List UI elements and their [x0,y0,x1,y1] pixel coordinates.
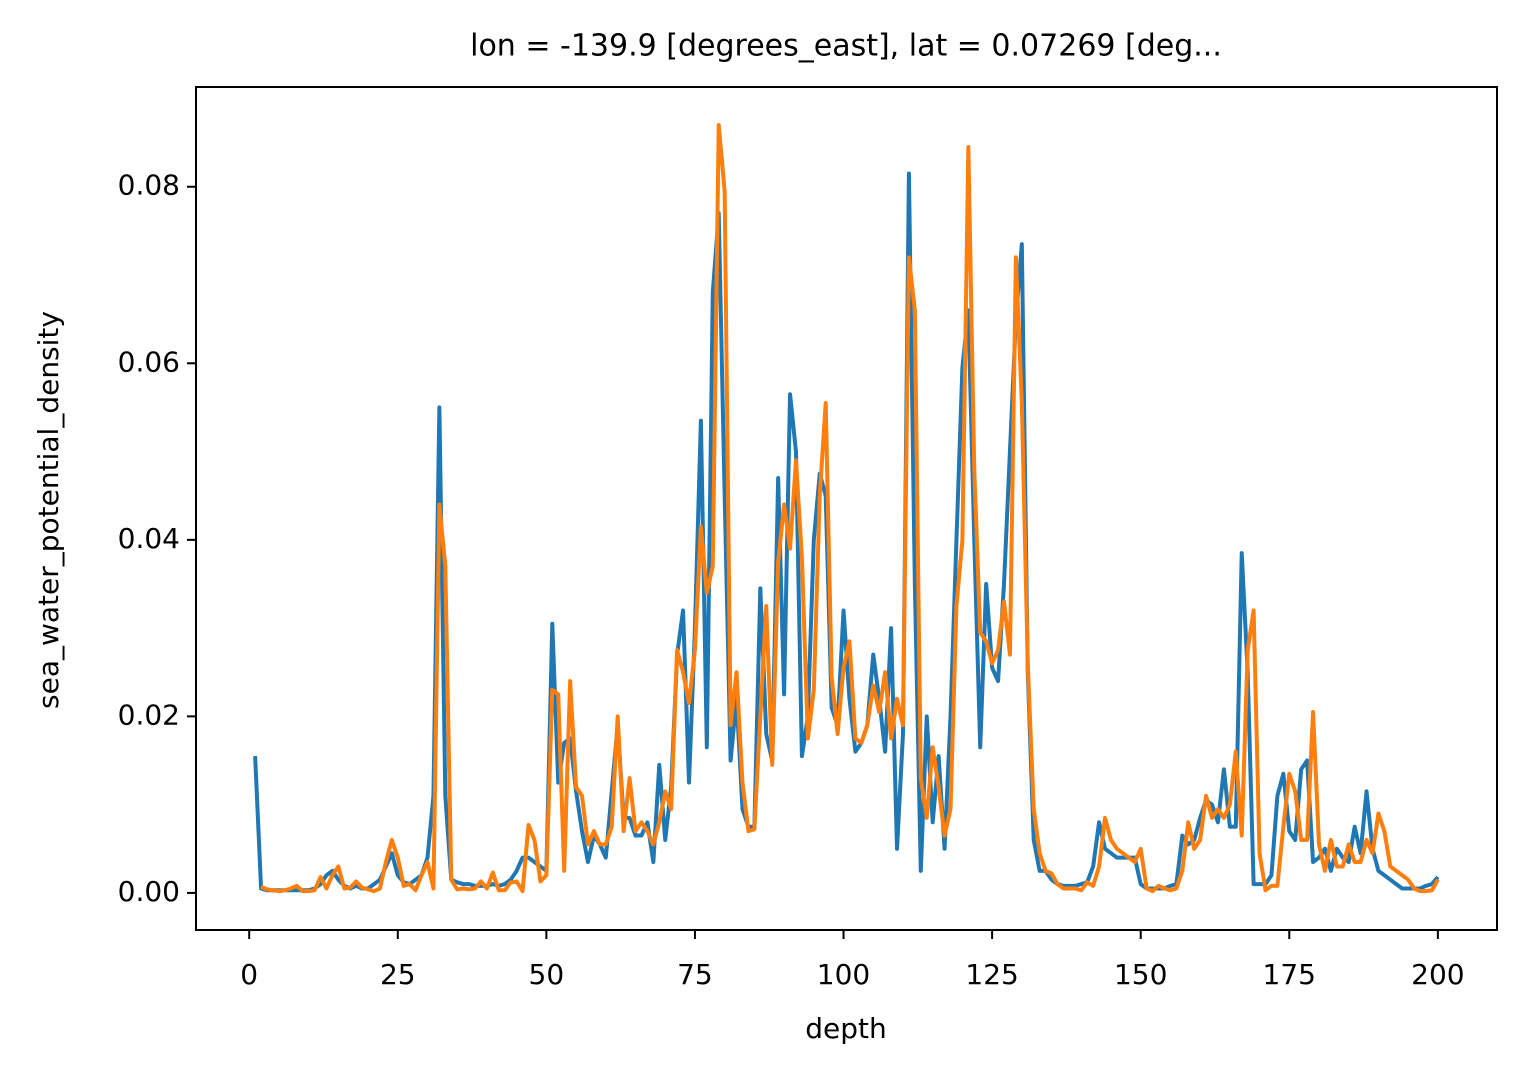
x-tick-label: 200 [1411,958,1464,991]
y-tick-label: 0.04 [118,522,180,555]
x-tick-label: 0 [240,958,258,991]
x-axis-label: depth [805,1012,887,1045]
y-tick-label: 0.00 [118,875,180,908]
y-axis-label: sea_water_potential_density [32,311,65,709]
x-tick-label: 175 [1263,958,1316,991]
y-tick-label: 0.08 [118,169,180,202]
y-tick-label: 0.06 [118,345,180,378]
axes-frame [195,86,1498,931]
x-tick-label: 50 [529,958,565,991]
chart-title: lon = -139.9 [degrees_east], lat = 0.072… [470,29,1222,64]
x-tick-label: 100 [817,958,870,991]
data-line [253,171,1440,893]
x-tick-label: 150 [1114,958,1167,991]
x-tick-label: 25 [380,958,416,991]
y-tick-label: 0.02 [118,698,180,731]
x-tick-label: 75 [677,958,713,991]
data-line [260,122,1440,894]
x-tick-label: 125 [965,958,1018,991]
